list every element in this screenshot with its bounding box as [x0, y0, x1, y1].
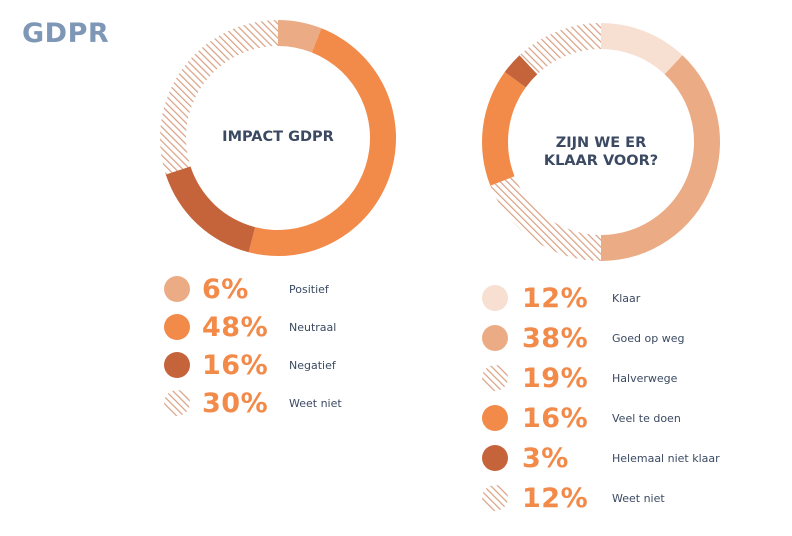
legend-label: Helemaal niet klaar — [612, 452, 720, 465]
legend-item: 19% Halverwege — [482, 363, 742, 395]
legend-swatch — [164, 314, 190, 340]
legend-swatch — [164, 352, 190, 378]
donut-chart-impact — [159, 20, 397, 256]
legend-percentage: 16% — [202, 350, 269, 381]
legend-label: Halverwege — [612, 372, 678, 385]
legend-item: 6% Positief — [164, 274, 424, 306]
page-title: GDPR — [22, 18, 110, 49]
legend-swatch — [482, 325, 508, 351]
donut-chart-klaar — [482, 23, 720, 262]
donut-slice-neutraal — [248, 28, 397, 256]
donut-slice-klaar — [601, 23, 683, 75]
legend-swatch — [482, 405, 508, 431]
legend-percentage: 30% — [202, 388, 269, 419]
legend-percentage: 12% — [522, 283, 589, 314]
legend-percentage: 6% — [202, 274, 249, 305]
legend-label: Veel te doen — [612, 412, 681, 425]
legend-label: Neutraal — [289, 321, 337, 334]
legend-swatch — [164, 276, 190, 302]
legend-percentage: 19% — [522, 363, 589, 394]
legend-item: 30% Weet niet — [164, 388, 424, 420]
legend-swatch — [482, 285, 508, 311]
legend-label: Negatief — [289, 359, 336, 372]
legend-swatch — [482, 365, 508, 391]
donut-slice-halverwege — [490, 176, 601, 261]
donut-slice-negatief — [165, 166, 256, 253]
legend-item: 12% Klaar — [482, 283, 742, 315]
legend-label: Klaar — [612, 292, 641, 305]
donut-slice-weet-niet — [519, 23, 601, 75]
donut-slice-veel-te-doen — [482, 72, 526, 186]
legend-item: 38% Goed op weg — [482, 323, 742, 355]
legend-percentage: 3% — [522, 443, 569, 474]
donut-slice-weet-niet — [159, 20, 278, 175]
legend-item: 3% Helemaal niet klaar — [482, 443, 742, 475]
legend-swatch — [482, 445, 508, 471]
chart-title-klaar: ZIJN WE ER KLAAR VOOR? — [543, 135, 659, 169]
legend-item: 12% Weet niet — [482, 483, 742, 515]
legend-percentage: 38% — [522, 323, 589, 354]
legend-item: 16% Veel te doen — [482, 403, 742, 435]
legend-swatch — [482, 485, 508, 511]
legend-percentage: 16% — [522, 403, 589, 434]
legend-label: Weet niet — [612, 492, 665, 505]
legend-label: Goed op weg — [612, 332, 685, 345]
legend-percentage: 12% — [522, 483, 589, 514]
chart-title-impact: IMPACT GDPR — [222, 129, 334, 145]
legend-label: Positief — [289, 283, 329, 296]
donut-slice-goed-op-weg — [601, 55, 720, 262]
donut-slice-positief — [278, 20, 322, 53]
donut-slice-helemaal-niet-klaar — [504, 55, 538, 88]
legend-item: 48% Neutraal — [164, 312, 424, 344]
legend-swatch — [164, 390, 190, 416]
legend-percentage: 48% — [202, 312, 269, 343]
legend-label: Weet niet — [289, 397, 342, 410]
legend-item: 16% Negatief — [164, 350, 424, 382]
